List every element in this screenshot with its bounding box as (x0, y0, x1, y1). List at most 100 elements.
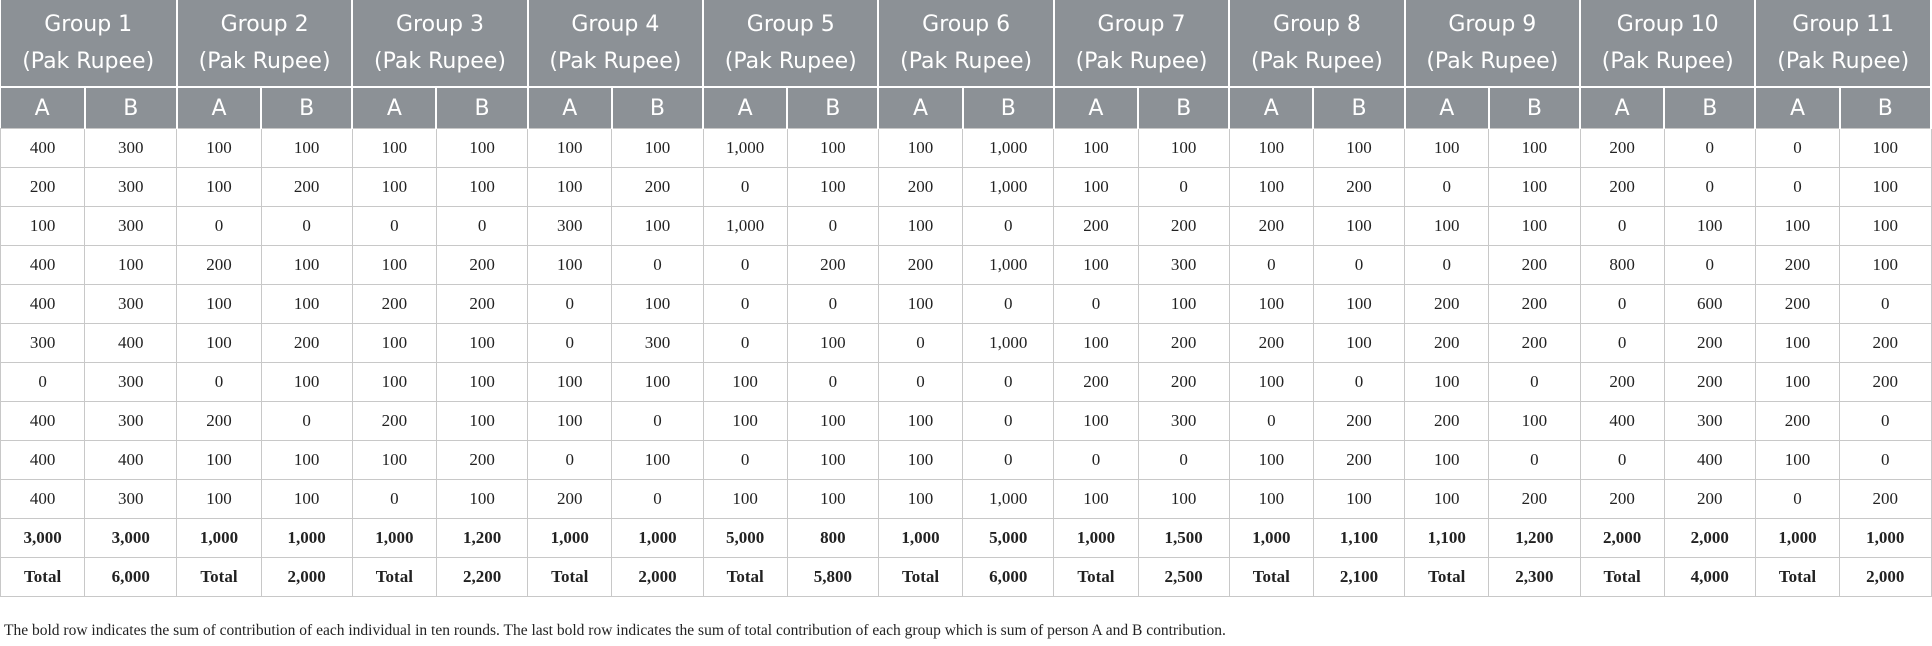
table-cell: 100 (877, 440, 964, 480)
table-cell: 100 (611, 362, 704, 402)
table-cell: 400 (84, 440, 178, 480)
table-cell: 200 (1488, 284, 1581, 324)
table-cell: 100 (527, 167, 613, 207)
group-currency: (Pak Rupee) (22, 49, 155, 74)
table-cell: 200 (435, 284, 529, 324)
table-cell: 100 (1137, 128, 1230, 168)
table-cell: 100 (0, 206, 86, 246)
total-value: 6,000 (84, 557, 178, 597)
table-footnote: The bold row indicates the sum of contri… (4, 622, 1226, 639)
table-cell: 0 (786, 284, 879, 324)
table-cell: 0 (611, 479, 704, 519)
table-cell: 0 (786, 362, 879, 402)
table-cell: 200 (1488, 479, 1581, 519)
table-cell: 0 (1663, 245, 1756, 285)
table-cell: 100 (877, 206, 964, 246)
sum-cell: 1,000 (351, 518, 437, 558)
table-cell: 100 (351, 245, 437, 285)
table-cell: 0 (1579, 323, 1665, 363)
group-header: Group 3 (Pak Rupee) (352, 0, 529, 87)
table-cell: 200 (1754, 284, 1841, 324)
total-value: 2,200 (435, 557, 529, 597)
table-cell: 0 (962, 206, 1055, 246)
table-cell: 1,000 (962, 323, 1055, 363)
total-value: 2,500 (1137, 557, 1230, 597)
person-header: A (0, 86, 86, 129)
table-cell: 200 (1663, 362, 1756, 402)
table-cell: 400 (84, 323, 178, 363)
person-header: A (1404, 86, 1490, 129)
total-value: 2,300 (1488, 557, 1581, 597)
table-cell: 200 (260, 323, 353, 363)
table-cell: 100 (176, 167, 262, 207)
table-cell: 100 (260, 440, 353, 480)
table-cell: 0 (1579, 440, 1665, 480)
total-label: Total (351, 557, 437, 597)
group-currency: (Pak Rupee) (900, 49, 1033, 74)
group-currency: (Pak Rupee) (1601, 49, 1734, 74)
table-cell: 100 (786, 440, 879, 480)
table-cell: 100 (527, 362, 613, 402)
table-cell: 0 (1579, 206, 1665, 246)
table-cell: 200 (1312, 167, 1406, 207)
group-header: Group 1 (Pak Rupee) (0, 0, 178, 87)
table-cell: 100 (611, 284, 704, 324)
table-row: 400 300 200 0 200 100 100 0 100 100 100 0 100 300 0 200… (0, 401, 1932, 441)
table-cell: 200 (786, 245, 879, 285)
group-header: Group 10 (Pak Rupee) (1580, 0, 1757, 87)
table-cell: 100 (1404, 440, 1490, 480)
table-cell: 600 (1663, 284, 1756, 324)
person-header: A (1053, 86, 1140, 129)
table-cell: 0 (702, 167, 788, 207)
table-cell: 1,000 (962, 479, 1055, 519)
table-cell: 200 (1312, 440, 1406, 480)
table-cell: 100 (1839, 206, 1932, 246)
table-cell: 100 (1312, 206, 1406, 246)
table-cell: 100 (877, 479, 964, 519)
table-cell: 0 (877, 362, 964, 402)
table-cell: 100 (1228, 167, 1314, 207)
sum-cell: 1,000 (1228, 518, 1314, 558)
table-cell: 100 (1228, 128, 1314, 168)
total-value: 2,000 (260, 557, 353, 597)
table-cell: 200 (260, 167, 353, 207)
table-cell: 0 (260, 206, 353, 246)
table-cell: 300 (84, 362, 178, 402)
table-cell: 0 (351, 206, 437, 246)
table-cell: 0 (527, 323, 613, 363)
sum-cell: 1,000 (1839, 518, 1932, 558)
person-header: A (1580, 86, 1666, 129)
table-cell: 100 (176, 128, 262, 168)
table-cell: 300 (84, 167, 178, 207)
sum-cell: 1,100 (1404, 518, 1490, 558)
table-cell: 300 (1137, 245, 1230, 285)
table-cell: 100 (877, 128, 964, 168)
table-cell: 0 (1053, 284, 1139, 324)
table-cell: 200 (1312, 401, 1406, 441)
table-cell: 200 (1137, 362, 1230, 402)
person-header: B (436, 86, 529, 129)
table-cell: 100 (1053, 401, 1139, 441)
table-cell: 200 (1053, 362, 1139, 402)
sum-cell: 1,500 (1137, 518, 1230, 558)
table-cell: 0 (1404, 245, 1490, 285)
table-cell: 100 (176, 284, 262, 324)
table-cell: 100 (527, 245, 613, 285)
group-header: Group 9 (Pak Rupee) (1404, 0, 1582, 87)
table-cell: 200 (1839, 323, 1932, 363)
person-header: A (176, 86, 263, 129)
group-header: Group 8 (Pak Rupee) (1229, 0, 1406, 87)
table-cell: 0 (877, 323, 964, 363)
table-cell: 100 (877, 401, 964, 441)
table-cell: 100 (1488, 206, 1581, 246)
sum-cell: 3,000 (84, 518, 178, 558)
sum-row: 3,000 3,000 1,000 1,000 1,000 1,200 1,000 1,000… (0, 518, 1932, 558)
table-cell: 100 (1404, 206, 1490, 246)
table-cell: 100 (786, 323, 879, 363)
table-cell: 200 (1839, 362, 1932, 402)
table-cell: 100 (786, 167, 879, 207)
table-cell: 0 (1754, 167, 1841, 207)
table-row: 400 300 100 100 200 200 0 100 0 0 100 0 0 100 100 100 20… (0, 284, 1932, 324)
table-cell: 200 (351, 401, 437, 441)
total-label: Total (1228, 557, 1314, 597)
